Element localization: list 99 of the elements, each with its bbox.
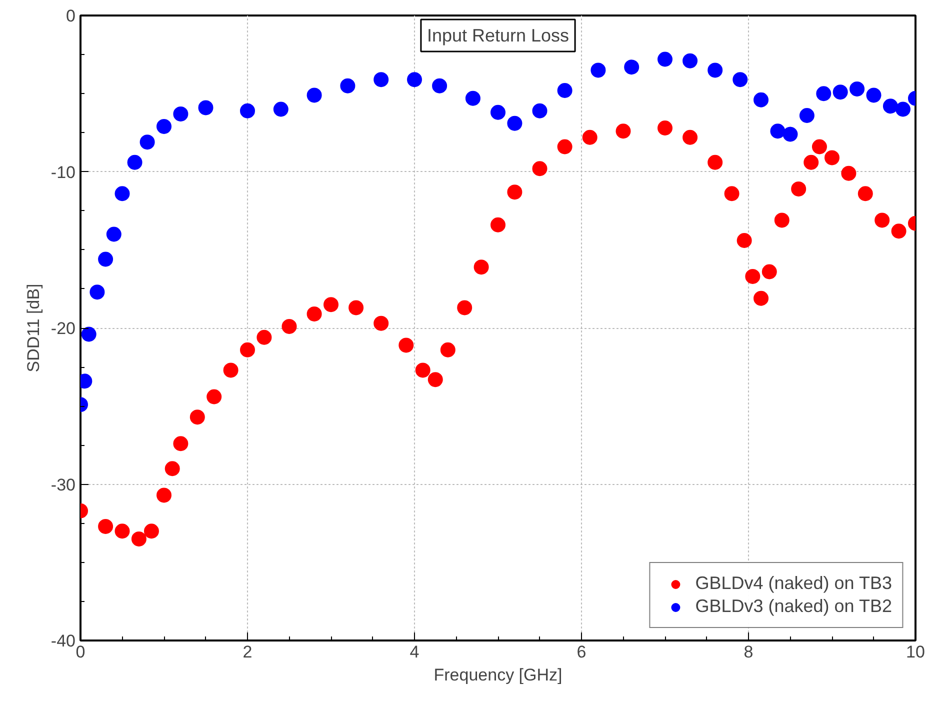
x-tick-label: 10	[906, 642, 925, 662]
point	[882, 98, 898, 114]
point	[816, 86, 832, 102]
y-tick-label: -40	[50, 632, 76, 650]
point	[440, 342, 456, 358]
point	[590, 62, 606, 78]
point	[658, 120, 672, 136]
point	[206, 389, 222, 404]
x-tick-label: 8	[744, 642, 754, 662]
point	[106, 226, 122, 242]
point	[340, 78, 356, 94]
point	[812, 139, 827, 154]
point	[557, 139, 572, 154]
point	[256, 330, 272, 345]
point	[98, 518, 114, 534]
point	[144, 524, 159, 539]
point	[282, 318, 297, 334]
point	[490, 104, 506, 120]
point	[240, 103, 255, 118]
y-tick-label: -10	[50, 162, 76, 182]
point	[736, 233, 752, 248]
point	[724, 186, 740, 202]
point	[114, 186, 130, 202]
legend-label: GBLDv4 (naked) on TB3	[695, 573, 892, 594]
y-tick-label: -30	[50, 475, 76, 494]
legend-label: GBLDv3 (naked) on TB2	[695, 596, 892, 617]
point	[374, 316, 389, 331]
point	[532, 103, 548, 118]
point	[173, 106, 188, 122]
point	[127, 154, 142, 170]
point	[557, 83, 572, 98]
x-axis-title: Frequency [GHz]	[434, 666, 562, 684]
point	[708, 154, 723, 170]
point	[306, 88, 322, 103]
point	[90, 284, 105, 300]
point	[432, 78, 448, 94]
point	[770, 124, 786, 139]
point	[273, 102, 288, 117]
point	[850, 81, 865, 96]
point	[407, 72, 422, 88]
point	[474, 260, 489, 275]
text: Input Return Loss	[426, 26, 570, 46]
point	[240, 342, 255, 358]
point	[457, 300, 472, 316]
point	[348, 300, 364, 316]
point	[682, 130, 698, 145]
x-tick-label: 6	[576, 642, 586, 662]
point	[791, 181, 806, 196]
point	[799, 108, 814, 123]
point	[156, 488, 172, 503]
point	[732, 72, 748, 88]
point	[754, 92, 769, 108]
point	[804, 154, 819, 170]
point	[507, 184, 522, 200]
point	[156, 118, 172, 134]
point	[858, 186, 873, 202]
point	[624, 60, 640, 75]
point	[98, 252, 114, 267]
point	[173, 436, 188, 452]
x-tick-label: 4	[410, 642, 420, 662]
point	[198, 100, 214, 116]
point	[190, 410, 205, 425]
point	[507, 116, 522, 131]
point	[306, 306, 322, 322]
point	[490, 217, 506, 232]
point	[874, 212, 890, 228]
point	[616, 124, 631, 139]
point	[398, 338, 414, 353]
point	[428, 372, 443, 388]
point	[866, 88, 882, 103]
y-axis-title: SDD11 [dB]	[24, 284, 43, 372]
point	[582, 130, 598, 145]
point	[824, 150, 840, 166]
point	[832, 84, 848, 100]
point	[324, 297, 338, 312]
point	[223, 362, 238, 378]
point	[708, 62, 723, 78]
point	[374, 72, 389, 88]
point	[81, 326, 96, 342]
x-tick-label: 2	[242, 642, 252, 662]
point	[164, 461, 180, 476]
point	[114, 524, 130, 539]
point	[774, 212, 790, 228]
point	[415, 362, 430, 378]
point	[762, 264, 777, 280]
point	[841, 166, 856, 181]
point	[895, 102, 910, 117]
point	[465, 90, 480, 106]
y-tick-label: 0	[66, 6, 76, 26]
point	[140, 134, 155, 150]
point	[754, 290, 769, 306]
y-tick-label: -20	[50, 319, 76, 338]
point	[532, 161, 548, 176]
point	[782, 126, 798, 142]
point	[131, 531, 146, 546]
point	[682, 53, 698, 68]
point	[891, 224, 906, 239]
point	[745, 268, 760, 284]
point	[658, 52, 672, 67]
